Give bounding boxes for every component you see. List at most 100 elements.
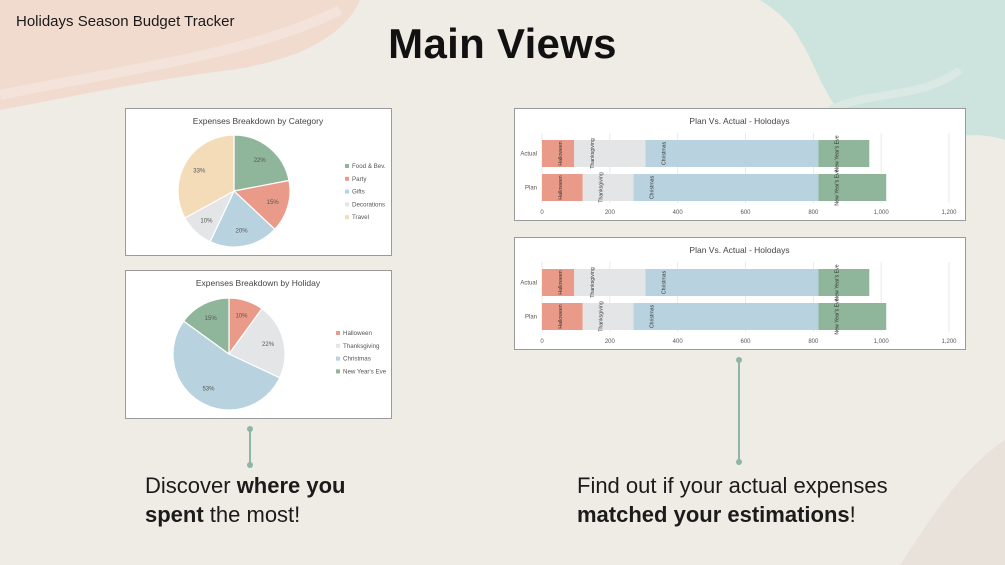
- bar-label-actual-thanksgiving: Thanksgiving: [590, 138, 596, 169]
- data-label-decorations: 10%: [200, 218, 213, 224]
- legend-label-decorations: Decorations: [352, 201, 385, 208]
- x-tick-label: 1,200: [941, 339, 957, 345]
- bar-plan-christmas: [633, 174, 819, 201]
- x-tick-label: 1,000: [874, 210, 890, 216]
- chart-title: Plan Vs. Actual - Holodays: [689, 245, 789, 255]
- data-label-food-bev: 22%: [254, 158, 267, 164]
- legend-label-halloween: Halloween: [343, 330, 372, 337]
- right-connector: [736, 357, 742, 465]
- bar-label-actual-halloween: Halloween: [558, 270, 564, 294]
- x-tick-label: 200: [605, 339, 616, 345]
- bar-label-plan-thanksgiving: Thanksgiving: [599, 172, 605, 203]
- bar-label-plan-new-year-s-eve: New Year's Eve: [834, 298, 840, 334]
- legend-swatch-thanksgiving: [336, 343, 340, 348]
- bar-plan-halloween: [542, 174, 583, 201]
- plan-vs-actual-chart-1: Plan Vs. Actual - Holodays 0 200 400 600 800 1…: [520, 116, 957, 216]
- legend-label-food-bev: Food & Bev.: [352, 163, 386, 170]
- legend-swatch-food-bev: [345, 164, 349, 168]
- bar-label-plan-new-year-s-eve: New Year's Eve: [834, 169, 840, 205]
- x-tick-label: 1,000: [874, 339, 890, 345]
- bar-label-actual-thanksgiving: Thanksgiving: [590, 267, 596, 298]
- x-tick-label: 0: [540, 339, 544, 345]
- pie-slice-christmas: [172, 320, 281, 411]
- plan-vs-actual-panel-2: Plan Vs. Actual - Holodays 0 200 400 600 800 1…: [514, 237, 966, 350]
- legend-swatch-gifts: [345, 189, 349, 194]
- data-label-party: 15%: [267, 200, 280, 206]
- bar-label-plan-halloween: Halloween: [558, 175, 564, 199]
- bar-plan-new-year-s-eve: [818, 303, 887, 330]
- left-caption: Discover where you spent the most!: [145, 471, 375, 529]
- x-tick-label: 1,200: [941, 210, 957, 216]
- x-tick-label: 400: [673, 339, 684, 345]
- bar-label-actual-new-year-s-eve: New Year's Eve: [834, 135, 840, 171]
- legend-label-new-year-s-eve: New Year's Eve: [343, 368, 387, 375]
- y-category-label-actual: Actual: [520, 281, 537, 287]
- x-tick-label: 400: [673, 210, 684, 216]
- x-tick-label: 800: [808, 339, 819, 345]
- bar-label-plan-thanksgiving: Thanksgiving: [599, 301, 605, 332]
- left-caption-text: Discover: [145, 473, 237, 498]
- data-label-christmas: 53%: [202, 387, 215, 393]
- left-connector: [247, 426, 253, 468]
- bar-plan-halloween: [542, 303, 583, 330]
- plan-vs-actual-chart-2: Plan Vs. Actual - Holodays 0 200 400 600 800 1…: [520, 245, 957, 345]
- legend-swatch-christmas: [336, 356, 340, 361]
- data-label-thanksgiving: 22%: [262, 342, 275, 348]
- chart-title: Plan Vs. Actual - Holodays: [689, 116, 789, 126]
- bar-actual-new-year-s-eve: [818, 269, 870, 296]
- bar-label-actual-christmas: Christmas: [661, 141, 667, 165]
- bar-plan-new-year-s-eve: [818, 174, 887, 201]
- page-title: Main Views: [388, 20, 617, 67]
- bar-label-actual-christmas: Christmas: [661, 270, 667, 294]
- data-label-new-year-s-eve: 15%: [205, 316, 218, 322]
- legend-label-thanksgiving: Thanksgiving: [343, 343, 380, 350]
- legend-swatch-new-year-s-eve: [336, 369, 340, 374]
- bar-label-plan-christmas: Christmas: [650, 304, 656, 328]
- plan-vs-actual-panel-1: Plan Vs. Actual - Holodays 0 200 400 600 800 1…: [514, 108, 966, 221]
- pie-slice-party: [232, 179, 291, 231]
- y-category-label-actual: Actual: [520, 152, 537, 158]
- bar-actual-christmas: [645, 140, 819, 167]
- holiday-pie-chart: Expenses Breakdown by Holiday 10% 22% 53% 15…: [172, 278, 387, 411]
- left-caption-bold: where you spent: [145, 473, 346, 527]
- category-pie-chart: Expenses Breakdown by Category 22% 15% 20% 1…: [177, 116, 386, 248]
- category-pie-panel: Expenses Breakdown by Category 22% 15% 20% 1…: [125, 108, 392, 256]
- x-tick-label: 0: [540, 210, 544, 216]
- legend-swatch-decorations: [345, 202, 349, 207]
- document-title: Holidays Season Budget Tracker: [16, 13, 235, 30]
- x-tick-label: 600: [740, 210, 751, 216]
- chart-title: Expenses Breakdown by Category: [193, 116, 324, 126]
- right-caption-bold: matched your estimations: [577, 502, 850, 527]
- right-caption-end: !: [849, 502, 856, 527]
- right-caption: Find out if your actual expenses matched…: [577, 471, 917, 529]
- bar-plan-christmas: [633, 303, 819, 330]
- x-tick-label: 600: [740, 339, 751, 345]
- bar-actual-christmas: [645, 269, 819, 296]
- bar-label-plan-christmas: Christmas: [650, 175, 656, 199]
- bar-label-plan-halloween: Halloween: [558, 304, 564, 328]
- legend-swatch-travel: [345, 215, 349, 220]
- pie-slice-food-bev: [233, 134, 290, 192]
- legend-label-travel: Travel: [352, 214, 369, 221]
- data-label-travel: 33%: [193, 168, 206, 174]
- legend-swatch-halloween: [336, 331, 340, 335]
- bar-actual-thanksgiving: [574, 140, 646, 167]
- legend-swatch-party: [345, 176, 349, 181]
- bar-actual-halloween: [542, 269, 575, 296]
- left-caption-end: the most!: [203, 502, 301, 527]
- pie-slice-travel: [177, 134, 235, 219]
- y-category-label-plan: Plan: [525, 315, 537, 321]
- pie-slice-new-year-s-eve: [182, 297, 230, 356]
- bar-plan-thanksgiving: [582, 303, 634, 330]
- bar-label-actual-halloween: Halloween: [558, 141, 564, 165]
- bar-actual-halloween: [542, 140, 575, 167]
- legend-label-christmas: Christmas: [343, 356, 371, 363]
- bar-actual-new-year-s-eve: [818, 140, 870, 167]
- pie-slice-gifts: [209, 189, 276, 248]
- holiday-pie-panel: Expenses Breakdown by Holiday 10% 22% 53% 15…: [125, 270, 392, 419]
- x-tick-label: 200: [605, 210, 616, 216]
- legend-label-party: Party: [352, 176, 367, 183]
- data-label-halloween: 10%: [235, 314, 248, 320]
- chart-title: Expenses Breakdown by Holiday: [196, 278, 321, 288]
